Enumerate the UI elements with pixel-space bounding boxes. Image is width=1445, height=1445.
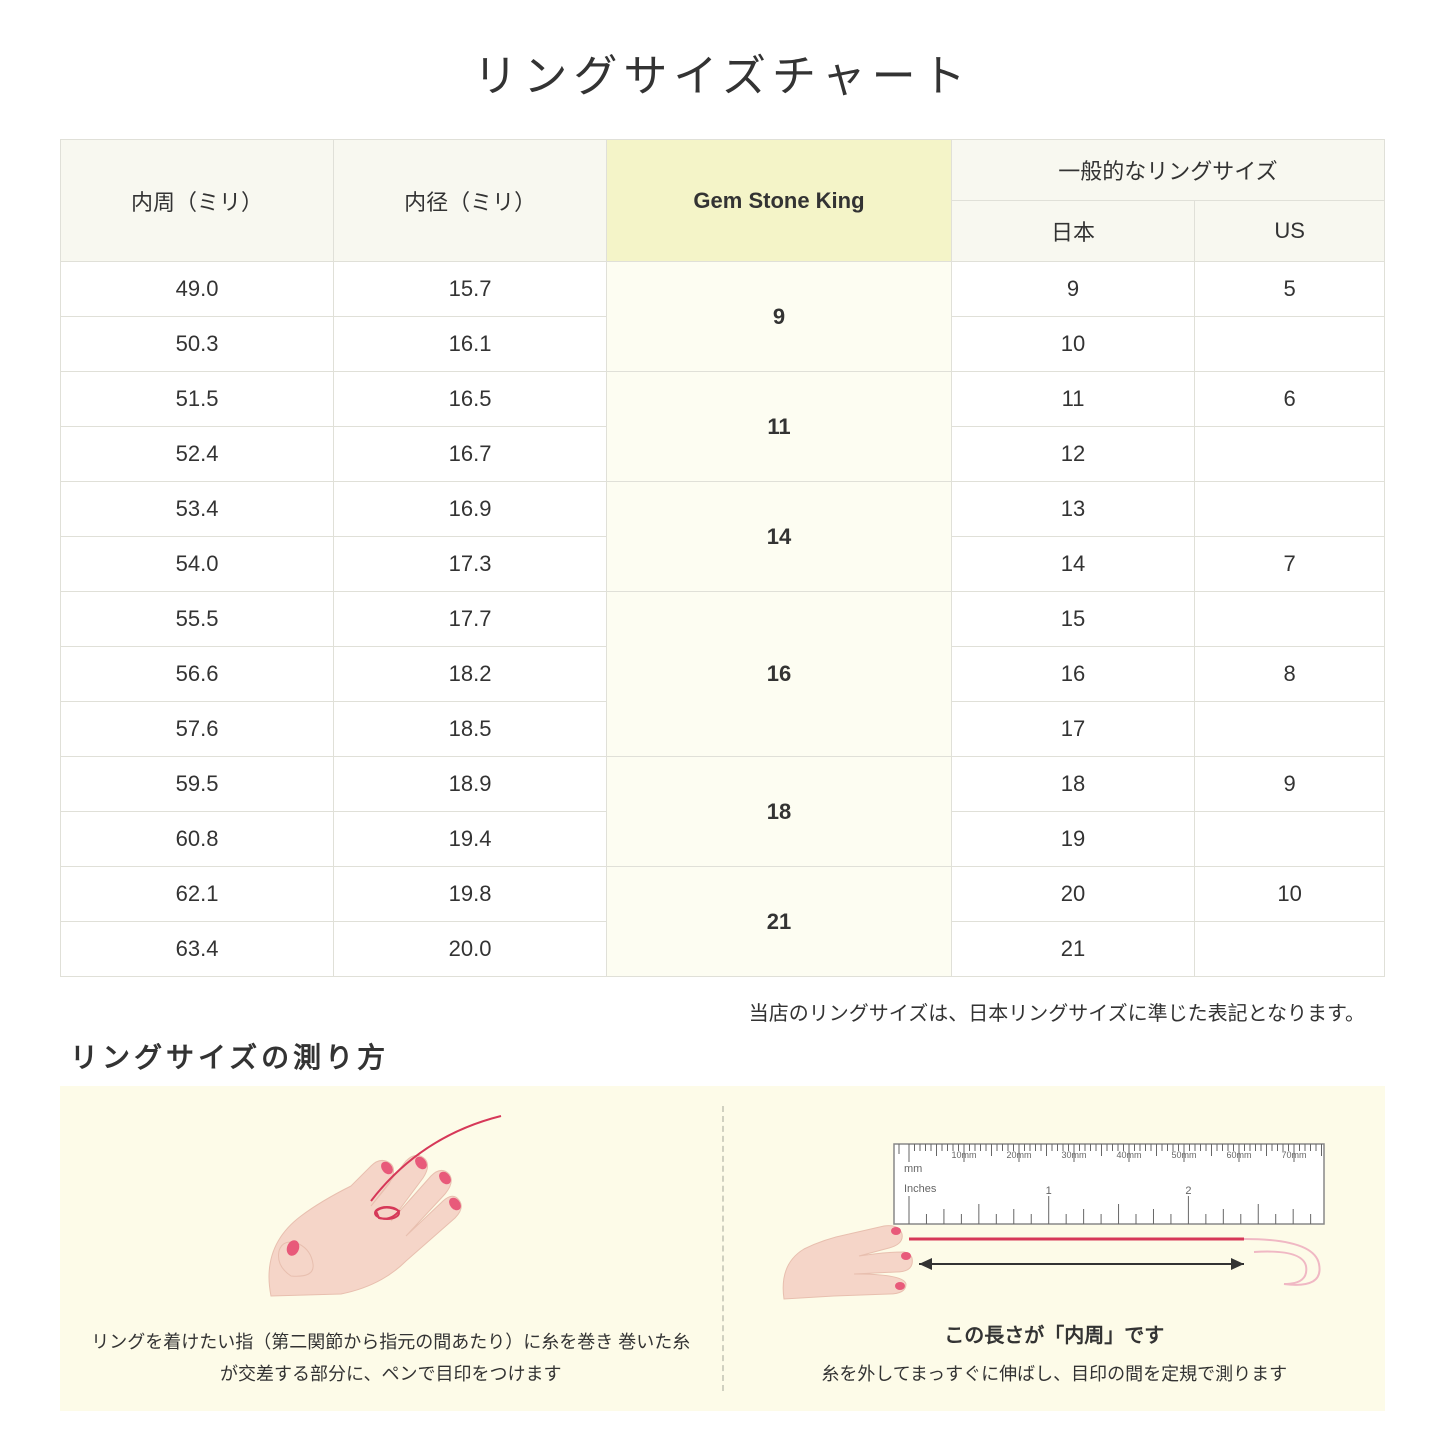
ruler-illustration: 10mm 20mm 30mm 40mm 50mm 60mm 70mm 1 2 mm Inches [774, 1134, 1334, 1304]
cell-diameter: 18.5 [334, 702, 607, 757]
cell-us [1195, 482, 1385, 537]
cell-diameter: 18.9 [334, 757, 607, 812]
size-chart-table: 内周（ミリ） 内径（ミリ） Gem Stone King 一般的なリングサイズ … [60, 139, 1385, 977]
cell-japan: 16 [951, 647, 1194, 702]
cell-us: 9 [1195, 757, 1385, 812]
cell-gsk: 11 [607, 372, 952, 482]
cell-circumference: 57.6 [61, 702, 334, 757]
howto-panel-right: 10mm 20mm 30mm 40mm 50mm 60mm 70mm 1 2 mm Inches… [724, 1086, 1386, 1411]
howto-title: リングサイズの測り方 [70, 1036, 1385, 1076]
cell-us [1195, 592, 1385, 647]
cell-gsk: 18 [607, 757, 952, 867]
cell-japan: 17 [951, 702, 1194, 757]
footnote: 当店のリングサイズは、日本リングサイズに準じた表記となります。 [60, 997, 1385, 1026]
header-circumference: 内周（ミリ） [61, 140, 334, 262]
ruler-length-label: この長さが「内周」です [754, 1319, 1356, 1348]
table-row: 51.516.511116 [61, 372, 1385, 427]
cell-circumference: 60.8 [61, 812, 334, 867]
cell-circumference: 63.4 [61, 922, 334, 977]
cell-us: 10 [1195, 867, 1385, 922]
cell-diameter: 17.7 [334, 592, 607, 647]
page-title: リングサイズチャート [60, 40, 1385, 104]
svg-text:40mm: 40mm [1117, 1150, 1142, 1160]
table-row: 49.015.7995 [61, 262, 1385, 317]
table-row: 62.119.8212010 [61, 867, 1385, 922]
cell-diameter: 19.4 [334, 812, 607, 867]
howto-panel-left: リングを着けたい指（第二関節から指元の間あたり）に糸を巻き 巻いた糸が交差する部… [60, 1086, 722, 1411]
cell-japan: 12 [951, 427, 1194, 482]
svg-text:mm: mm [904, 1163, 922, 1175]
cell-us: 6 [1195, 372, 1385, 427]
cell-us: 7 [1195, 537, 1385, 592]
header-gsk: Gem Stone King [607, 140, 952, 262]
howto-section: リングを着けたい指（第二関節から指元の間あたり）に糸を巻き 巻いた糸が交差する部… [60, 1086, 1385, 1411]
cell-diameter: 19.8 [334, 867, 607, 922]
cell-japan: 11 [951, 372, 1194, 427]
cell-japan: 18 [951, 757, 1194, 812]
cell-diameter: 18.2 [334, 647, 607, 702]
cell-circumference: 51.5 [61, 372, 334, 427]
hand-illustration [221, 1106, 561, 1306]
cell-us [1195, 427, 1385, 482]
svg-text:50mm: 50mm [1172, 1150, 1197, 1160]
cell-gsk: 21 [607, 867, 952, 977]
cell-circumference: 50.3 [61, 317, 334, 372]
cell-diameter: 16.9 [334, 482, 607, 537]
cell-circumference: 59.5 [61, 757, 334, 812]
howto-caption-left: リングを着けたい指（第二関節から指元の間あたり）に糸を巻き 巻いた糸が交差する部… [90, 1326, 692, 1391]
header-japan: 日本 [951, 201, 1194, 262]
svg-text:30mm: 30mm [1062, 1150, 1087, 1160]
cell-circumference: 52.4 [61, 427, 334, 482]
cell-us [1195, 812, 1385, 867]
howto-caption-right: 糸を外してまっすぐに伸ばし、目印の間を定規で測ります [754, 1358, 1356, 1390]
svg-text:2: 2 [1186, 1185, 1192, 1197]
cell-diameter: 17.3 [334, 537, 607, 592]
cell-circumference: 56.6 [61, 647, 334, 702]
header-general: 一般的なリングサイズ [951, 140, 1384, 201]
cell-circumference: 62.1 [61, 867, 334, 922]
cell-circumference: 55.5 [61, 592, 334, 647]
cell-diameter: 16.7 [334, 427, 607, 482]
cell-gsk: 9 [607, 262, 952, 372]
cell-japan: 15 [951, 592, 1194, 647]
cell-japan: 20 [951, 867, 1194, 922]
cell-us [1195, 317, 1385, 372]
table-row: 53.416.91413 [61, 482, 1385, 537]
cell-diameter: 15.7 [334, 262, 607, 317]
cell-us [1195, 922, 1385, 977]
cell-diameter: 20.0 [334, 922, 607, 977]
cell-gsk: 16 [607, 592, 952, 757]
svg-text:20mm: 20mm [1007, 1150, 1032, 1160]
table-row: 55.517.71615 [61, 592, 1385, 647]
cell-japan: 9 [951, 262, 1194, 317]
cell-gsk: 14 [607, 482, 952, 592]
cell-us: 5 [1195, 262, 1385, 317]
svg-text:70mm: 70mm [1282, 1150, 1307, 1160]
cell-circumference: 49.0 [61, 262, 334, 317]
cell-japan: 19 [951, 812, 1194, 867]
cell-japan: 14 [951, 537, 1194, 592]
svg-text:1: 1 [1046, 1185, 1052, 1197]
table-row: 59.518.918189 [61, 757, 1385, 812]
svg-text:Inches: Inches [904, 1183, 937, 1195]
cell-circumference: 54.0 [61, 537, 334, 592]
cell-japan: 13 [951, 482, 1194, 537]
svg-text:60mm: 60mm [1227, 1150, 1252, 1160]
cell-circumference: 53.4 [61, 482, 334, 537]
header-diameter: 内径（ミリ） [334, 140, 607, 262]
cell-japan: 21 [951, 922, 1194, 977]
header-us: US [1195, 201, 1385, 262]
cell-japan: 10 [951, 317, 1194, 372]
cell-us: 8 [1195, 647, 1385, 702]
cell-diameter: 16.1 [334, 317, 607, 372]
cell-diameter: 16.5 [334, 372, 607, 427]
cell-us [1195, 702, 1385, 757]
svg-text:10mm: 10mm [952, 1150, 977, 1160]
